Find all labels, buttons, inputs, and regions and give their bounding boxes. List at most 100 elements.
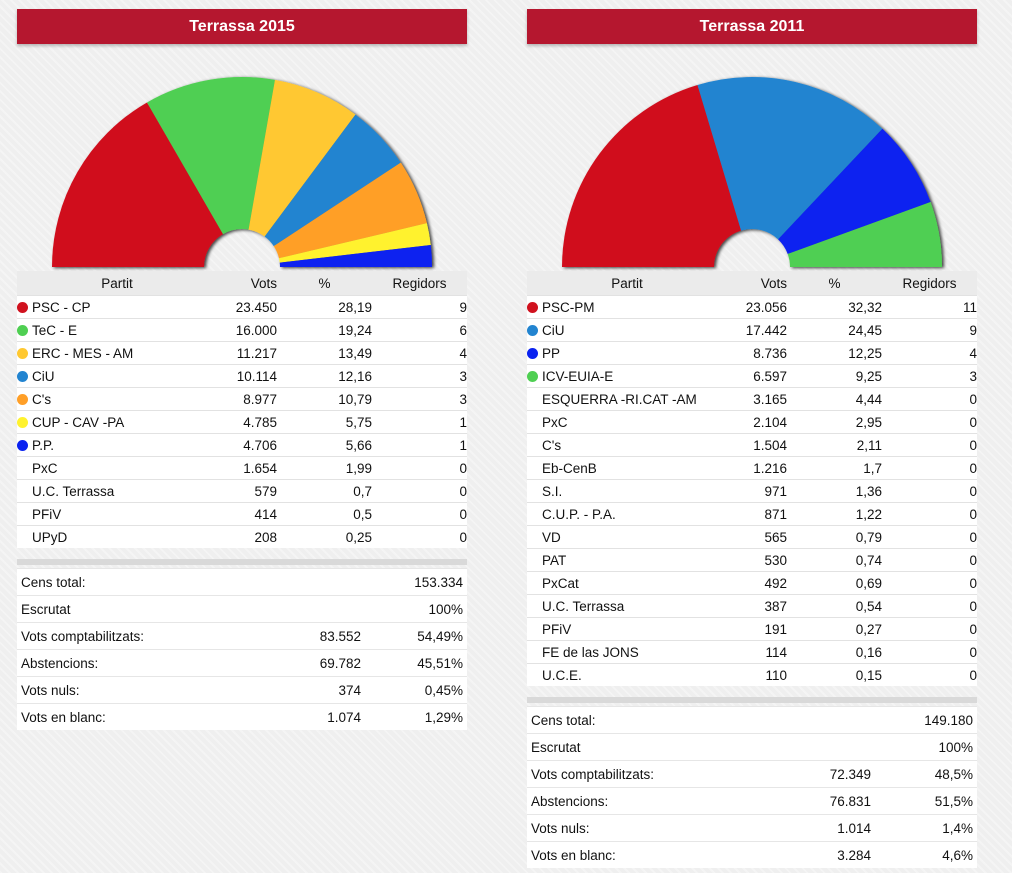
summary-value: 72.349 <box>771 760 871 788</box>
table-header: Partit Vots % Regidors <box>17 271 467 296</box>
votes-cell: 971 <box>727 479 787 503</box>
votes-cell: 191 <box>727 617 787 641</box>
seats-cell: 9 <box>372 295 467 319</box>
summary-row: Vots nuls: 374 0,45% <box>17 676 467 704</box>
votes-cell: 871 <box>727 502 787 526</box>
seats-cell: 0 <box>882 502 977 526</box>
summary-value: 83.552 <box>261 622 361 650</box>
pct-cell: 2,11 <box>787 433 882 457</box>
party-name: U.C. Terrassa <box>542 598 625 614</box>
party-name: PxC <box>542 414 568 430</box>
hemicycle-slice <box>279 244 432 267</box>
hemicycle-slice <box>697 76 883 240</box>
party-name: C's <box>542 437 562 453</box>
summary-label: Vots comptabilitzats: <box>17 622 261 650</box>
summary-label: Cens total: <box>527 706 771 734</box>
table-row: CiU 10.114 12,16 3 <box>17 364 467 388</box>
party-name: Eb-CenB <box>542 460 597 476</box>
votes-cell: 110 <box>727 663 787 686</box>
table-row: P.P. 4.706 5,66 1 <box>17 433 467 457</box>
seats-cell: 0 <box>882 548 977 572</box>
party-name: ESQUERRA -RI.CAT -AM <box>542 391 697 407</box>
pct-cell: 5,75 <box>277 410 372 434</box>
table-row: CUP - CAV -PA 4.785 5,75 1 <box>17 410 467 434</box>
party-cell: U.C.E. <box>527 663 727 686</box>
col-header-seats: Regidors <box>902 275 957 291</box>
summary-label: Escrutat <box>527 733 771 761</box>
party-cell: PAT <box>527 548 727 572</box>
seats-cell: 3 <box>372 364 467 388</box>
summary-row: Abstencions: 69.782 45,51% <box>17 649 467 677</box>
votes-cell: 10.114 <box>217 364 277 388</box>
table-row: Eb-CenB 1.216 1,7 0 <box>527 456 977 480</box>
summary-percent: 100% <box>871 733 977 761</box>
party-color-dot-icon <box>17 324 28 336</box>
summary-label: Vots comptabilitzats: <box>527 760 771 788</box>
party-name: ICV-EUIA-E <box>542 368 614 384</box>
votes-cell: 4.785 <box>217 410 277 434</box>
summary-percent: 1,29% <box>361 703 467 730</box>
summary-value <box>771 706 871 734</box>
pct-cell: 0,25 <box>277 525 372 548</box>
votes-cell: 1.654 <box>217 456 277 480</box>
votes-cell: 11.217 <box>217 341 277 365</box>
party-color-dot-icon <box>17 301 28 313</box>
seats-cell: 0 <box>882 663 977 686</box>
votes-cell: 2.104 <box>727 410 787 434</box>
col-header-votes: Vots <box>250 275 277 291</box>
summary-row: Vots en blanc: 1.074 1,29% <box>17 703 467 730</box>
summary-row: Escrutat 100% <box>17 595 467 623</box>
seats-cell: 9 <box>882 318 977 342</box>
votes-cell: 387 <box>727 594 787 618</box>
votes-cell: 23.056 <box>727 295 787 319</box>
hemicycle-slice <box>778 128 931 254</box>
summary-label: Cens total: <box>17 568 261 596</box>
chart-title: Terrassa 2015 <box>17 9 467 44</box>
party-name: U.C. Terrassa <box>32 483 115 499</box>
party-name: PSC - CP <box>32 299 91 315</box>
party-name: PAT <box>542 552 567 568</box>
party-color-dot-icon <box>527 324 538 336</box>
table-row: C.U.P. - P.A. 871 1,22 0 <box>527 502 977 526</box>
party-name: PSC-PM <box>542 299 595 315</box>
party-cell: UPyD <box>17 525 217 548</box>
summary-percent: 45,51% <box>361 649 467 677</box>
pct-cell: 0,16 <box>787 640 882 664</box>
pct-cell: 0,79 <box>787 525 882 549</box>
hemicycle-slice <box>264 114 401 247</box>
party-name: ERC - MES - AM <box>32 345 134 361</box>
table-row: PSC-PM 23.056 32,32 11 <box>527 295 977 319</box>
col-header-pct: % <box>318 275 331 291</box>
hemicycle-slice <box>147 77 275 235</box>
summary-row: Abstencions: 76.831 51,5% <box>527 787 977 815</box>
party-color-dot-icon <box>527 301 538 313</box>
party-color-dot-icon <box>17 393 28 405</box>
table-row: FE de las JONS 114 0,16 0 <box>527 640 977 664</box>
party-name: C.U.P. - P.A. <box>542 506 616 522</box>
pct-cell: 0,27 <box>787 617 882 641</box>
votes-cell: 208 <box>217 525 277 548</box>
votes-cell: 23.450 <box>217 295 277 319</box>
party-cell: C's <box>527 433 727 457</box>
party-name: VD <box>542 529 561 545</box>
party-cell: U.C. Terrassa <box>17 479 217 503</box>
votes-cell: 17.442 <box>727 318 787 342</box>
seats-cell: 0 <box>372 479 467 503</box>
pct-cell: 19,24 <box>277 318 372 342</box>
results-panel-2015: Terrassa 2015 Partit Vots % Regidors PSC… <box>17 9 467 730</box>
table-row: PP 8.736 12,25 4 <box>527 341 977 365</box>
summary-percent: 153.334 <box>361 568 467 596</box>
pct-cell: 0,74 <box>787 548 882 572</box>
party-name: TeC - E <box>32 322 78 338</box>
votes-cell: 16.000 <box>217 318 277 342</box>
summary-percent: 100% <box>361 595 467 623</box>
summary-row: Cens total: 149.180 <box>527 706 977 734</box>
party-cell: PxC <box>17 456 217 480</box>
votes-cell: 8.977 <box>217 387 277 411</box>
party-cell: PSC-PM <box>527 295 727 319</box>
pct-cell: 1,99 <box>277 456 372 480</box>
summary-label: Abstencions: <box>17 649 261 677</box>
hemicycle-slice <box>562 84 742 267</box>
party-cell: PSC - CP <box>17 295 217 319</box>
party-color-dot-icon <box>527 370 538 382</box>
